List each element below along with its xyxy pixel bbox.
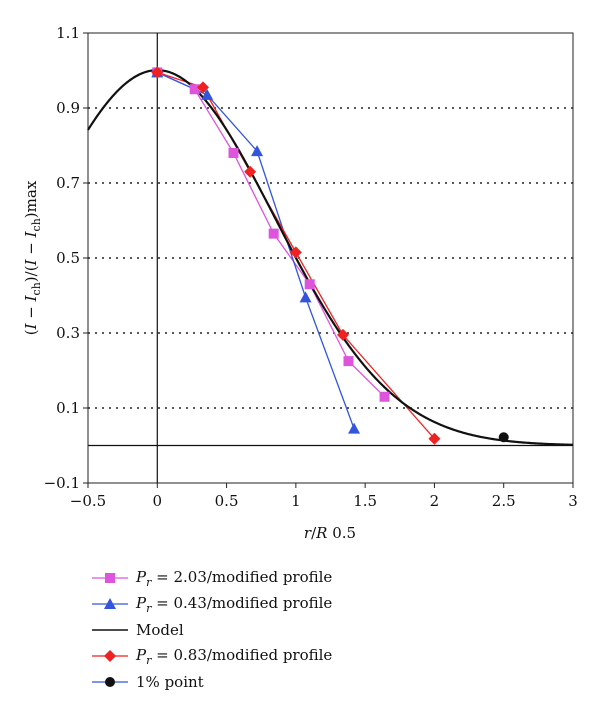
data-point-diamond <box>197 81 210 94</box>
y-tick-label: −0.1 <box>44 474 80 492</box>
data-point-circle <box>498 432 509 443</box>
data-point-triangle <box>201 88 214 100</box>
plot-area <box>87 32 574 484</box>
legend-label: Model <box>136 621 184 639</box>
legend-label: 1% point <box>136 673 204 691</box>
x-tick-label: 2.5 <box>492 492 516 510</box>
y-tick-label: 0.9 <box>56 99 80 117</box>
data-point-circle <box>105 677 115 687</box>
y-tick-label: 1.1 <box>56 24 80 42</box>
legend-item: 1% point <box>90 669 510 695</box>
zero-axes <box>88 33 573 483</box>
x-tick-label: 3 <box>568 492 578 510</box>
data-point-triangle <box>104 598 116 609</box>
x-tick-label: 1.5 <box>353 492 377 510</box>
legend-label: Pr = 0.83/modified profile <box>136 645 333 667</box>
data-point-square <box>105 573 115 583</box>
legend-item: Pr = 0.83/modified profile <box>90 643 510 669</box>
data-point-diamond <box>336 328 349 341</box>
x-tick-label: −0.5 <box>70 492 106 510</box>
data-point-square <box>228 148 239 158</box>
y-tick-label: 0.5 <box>56 249 80 267</box>
legend-item: Pr = 2.03/modified profile <box>90 565 510 591</box>
data-point-square <box>268 228 279 239</box>
legend-swatch <box>92 677 128 687</box>
data-point-diamond <box>289 246 302 259</box>
y-tick-label: 0.7 <box>56 174 80 192</box>
data-point-diamond <box>104 650 116 662</box>
legend-item: Model <box>90 617 510 643</box>
data-point-square <box>379 391 390 402</box>
legend-swatch <box>92 573 128 583</box>
x-tick-label: 1 <box>291 492 301 510</box>
data-point-diamond <box>428 432 441 445</box>
data-point-triangle <box>348 422 361 434</box>
legend-swatch <box>92 629 128 631</box>
x-tick-label: 2 <box>430 492 440 510</box>
data-point-square <box>189 84 200 95</box>
legend: Pr = 2.03/modified profile Pr = 0.43/modi… <box>90 565 510 695</box>
data-point-triangle <box>299 291 312 303</box>
data-point-triangle <box>251 145 264 157</box>
x-tick-labels: −0.5 0 0.5 1 1.5 2 2.5 3 <box>70 483 578 510</box>
series <box>87 66 574 446</box>
data-point-diamond <box>151 66 164 79</box>
y-tick-label: 0.1 <box>56 399 80 417</box>
legend-swatch <box>92 650 128 662</box>
x-tick-label: 0 <box>153 492 163 510</box>
y-tick-label: 0.3 <box>56 324 80 342</box>
y-axis-title: (I − Ich)/(I − Ich)max <box>22 180 43 335</box>
legend-label: Pr = 0.43/modified profile <box>136 593 333 615</box>
model-curve <box>87 69 574 446</box>
x-axis-title: r/R 0.5 <box>304 524 356 542</box>
y-tick-labels: −0.1 0.1 0.3 0.5 0.7 0.9 1.1 <box>44 24 88 492</box>
data-point-square <box>304 279 315 290</box>
legend-item: Pr = 0.43/modified profile <box>90 591 510 617</box>
x-tick-label: 0.5 <box>215 492 239 510</box>
legend-swatch <box>92 598 128 609</box>
legend-label: Pr = 2.03/modified profile <box>136 567 333 589</box>
data-point-square <box>343 356 354 367</box>
data-point-diamond <box>244 165 257 178</box>
